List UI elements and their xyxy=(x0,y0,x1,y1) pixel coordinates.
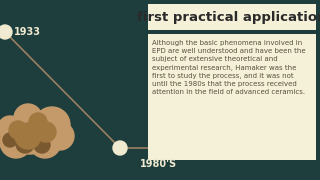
Circle shape xyxy=(46,122,74,150)
Circle shape xyxy=(34,107,70,143)
Circle shape xyxy=(9,121,27,139)
Circle shape xyxy=(113,141,127,155)
Circle shape xyxy=(0,116,22,140)
Text: first practical application: first practical application xyxy=(137,10,320,24)
Circle shape xyxy=(29,126,61,158)
Circle shape xyxy=(14,104,42,132)
Circle shape xyxy=(36,122,56,142)
Circle shape xyxy=(16,135,34,153)
Circle shape xyxy=(3,133,17,147)
FancyBboxPatch shape xyxy=(148,34,316,160)
Circle shape xyxy=(293,141,307,155)
Circle shape xyxy=(34,137,50,153)
Text: Although the basic phenomena involved in
EPD are well understood and have been t: Although the basic phenomena involved in… xyxy=(152,40,306,96)
Circle shape xyxy=(8,110,52,154)
Circle shape xyxy=(0,126,32,158)
Circle shape xyxy=(15,123,41,149)
FancyBboxPatch shape xyxy=(148,4,316,30)
Text: 1980'S: 1980'S xyxy=(140,159,177,169)
Circle shape xyxy=(0,25,12,39)
Circle shape xyxy=(29,113,47,131)
Text: 1933: 1933 xyxy=(14,27,41,37)
